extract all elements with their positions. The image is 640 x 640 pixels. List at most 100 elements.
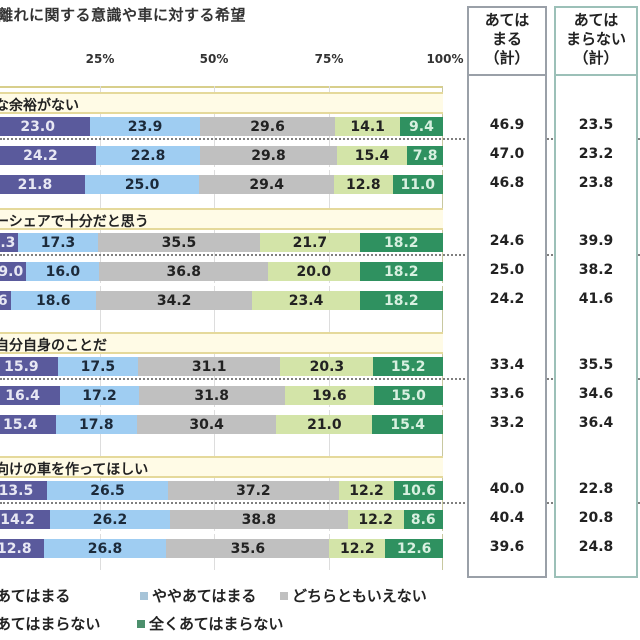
axis-tick-25: 25% [85, 52, 115, 66]
bar-segment: 17.5 [57, 357, 138, 376]
bar-segment: 23.4 [252, 291, 360, 310]
bar-segment: 11.0 [392, 175, 443, 194]
bar-segment: 21.0 [276, 415, 373, 434]
agree-total-value: 24.2 [489, 291, 525, 307]
bar-segment: 18.2 [359, 291, 443, 310]
header-line: まらない [565, 30, 626, 48]
gridline [214, 86, 215, 570]
group-header: 自分自身のことだ [0, 332, 443, 354]
agree-total-value: 39.6 [489, 539, 525, 555]
bar-segment: 31.8 [138, 386, 285, 405]
bar-segment: 18.2 [359, 233, 443, 252]
legend-swatch-icon [137, 619, 145, 628]
agree-total-value: 33.4 [489, 357, 525, 373]
bar-segment: 17.2 [60, 386, 139, 405]
legend-label: ややあてはまる [152, 587, 257, 605]
disagree-total-value: 20.8 [578, 510, 614, 526]
bar-segment: 12.2 [338, 481, 395, 500]
agree-total-column: あては まる （計） 46.9 47.0 46.8 24.6 25.0 24.2 33.4 3… [467, 6, 547, 578]
disagree-total-value: 23.8 [578, 175, 614, 191]
disagree-total-value: 23.2 [578, 146, 614, 162]
bar-segment: 23.9 [90, 117, 200, 136]
bar-segment: 15.4 [336, 146, 408, 165]
agree-total-value: 40.0 [489, 481, 525, 497]
bar-segment: 7.8 [407, 146, 443, 165]
group-label: ーシェアで十分だと思う [0, 214, 149, 230]
bar-segment: 12.8 [333, 175, 393, 194]
bar-segment: 26.5 [46, 481, 169, 500]
legend-label: 全くあてはまらない [149, 615, 284, 633]
disagree-total-value: 38.2 [578, 262, 614, 278]
bar-row: 12.8 26.8 35.6 12.2 12.6 [0, 539, 443, 558]
bar-segment: 17.8 [55, 415, 138, 434]
header-line: （計） [573, 49, 619, 67]
header-line: （計） [484, 49, 530, 67]
bar-segment: 16.0 [26, 262, 100, 281]
disagree-total-value: 24.8 [578, 539, 614, 555]
stacked-bar-plot: な余裕がない 23.0 23.9 29.6 14.1 9.4 24.2 22.8 29.8 15.… [0, 86, 443, 570]
group-header: な余裕がない [0, 92, 443, 114]
bar-segment: 30.4 [137, 415, 277, 434]
bar-segment: 22.8 [95, 146, 201, 165]
agree-total-value: 46.8 [489, 175, 525, 191]
disagree-total-header: あては まらない （計） [556, 8, 636, 76]
bar-row: 14.2 26.2 38.8 12.2 8.6 [0, 510, 443, 529]
agree-total-value: 46.9 [489, 117, 525, 133]
bar-segment: 12.2 [347, 510, 404, 529]
bar-segment: 29.8 [200, 146, 337, 165]
bar-segment: 15.0 [374, 386, 443, 405]
bar-segment: 26.8 [43, 539, 167, 558]
legend-label: どちらともいえない [292, 587, 427, 605]
bar-segment: 37.2 [168, 481, 339, 500]
legend-item-strongly-disagree: 全くあてはまらない [137, 613, 283, 634]
disagree-total-value: 35.5 [578, 357, 614, 373]
bar-row: .618.634.223.418.2 [0, 291, 443, 310]
bar-segment: 17.3 [18, 233, 98, 252]
dotted-separator [0, 138, 640, 140]
dotted-separator [0, 378, 640, 380]
legend-label: あてはまらない [0, 615, 101, 633]
axis-tick-100: 100% [426, 52, 464, 66]
bar-segment: 29.6 [199, 117, 336, 136]
axis-tick-75: 75% [314, 52, 344, 66]
dotted-separator [0, 502, 640, 504]
bar-segment: 21.7 [260, 233, 360, 252]
bar-row: 23.0 23.9 29.6 14.1 9.4 [0, 117, 443, 136]
agree-total-value: 40.4 [489, 510, 525, 526]
gridline [328, 86, 330, 570]
legend-item-agree: あてはまる [0, 585, 70, 606]
axis-tick-50: 50% [199, 52, 229, 66]
bar-segment: 10.6 [394, 481, 443, 500]
bar-segment: 36.8 [99, 262, 269, 281]
disagree-total-value: 23.5 [578, 117, 614, 133]
bar-segment: 14.1 [335, 117, 400, 136]
row-gap [0, 531, 443, 534]
disagree-total-value: 41.6 [578, 291, 614, 307]
bar-segment: 29.4 [199, 175, 334, 194]
legend-item-somewhat-agree: ややあてはまる [140, 585, 256, 606]
bar-segment: 26.2 [50, 510, 171, 529]
bar-segment: 8.6 [403, 510, 443, 529]
bar-segment: 35.5 [97, 233, 261, 252]
row-gap [0, 407, 443, 410]
bar-segment: .3 [0, 233, 19, 252]
bar-segment: 9.4 [399, 117, 443, 136]
bar-row: 16.4 17.2 31.8 19.6 15.0 [0, 386, 443, 405]
disagree-total-value: 39.9 [578, 233, 614, 249]
disagree-total-value: 22.8 [578, 481, 614, 497]
bar-segment: 20.3 [280, 357, 374, 376]
plot-frame [0, 86, 443, 570]
group-label: な余裕がない [0, 98, 79, 114]
row-gap [0, 167, 443, 170]
bar-segment: 15.2 [373, 357, 443, 376]
bar-segment: 21.8 [0, 175, 85, 194]
bar-segment: 18.2 [359, 262, 443, 281]
bar-row: 9.0 16.0 36.8 20.0 18.2 [0, 262, 443, 281]
agree-total-value: 33.2 [489, 415, 525, 431]
bar-segment: 38.8 [170, 510, 348, 529]
bar-row: 24.2 22.8 29.8 15.4 7.8 [0, 146, 443, 165]
group-header: 向けの車を作ってほしい [0, 456, 443, 478]
bar-segment: 14.2 [0, 510, 51, 529]
bar-segment: 13.5 [0, 481, 47, 500]
bar-segment: 15.4 [0, 415, 56, 434]
